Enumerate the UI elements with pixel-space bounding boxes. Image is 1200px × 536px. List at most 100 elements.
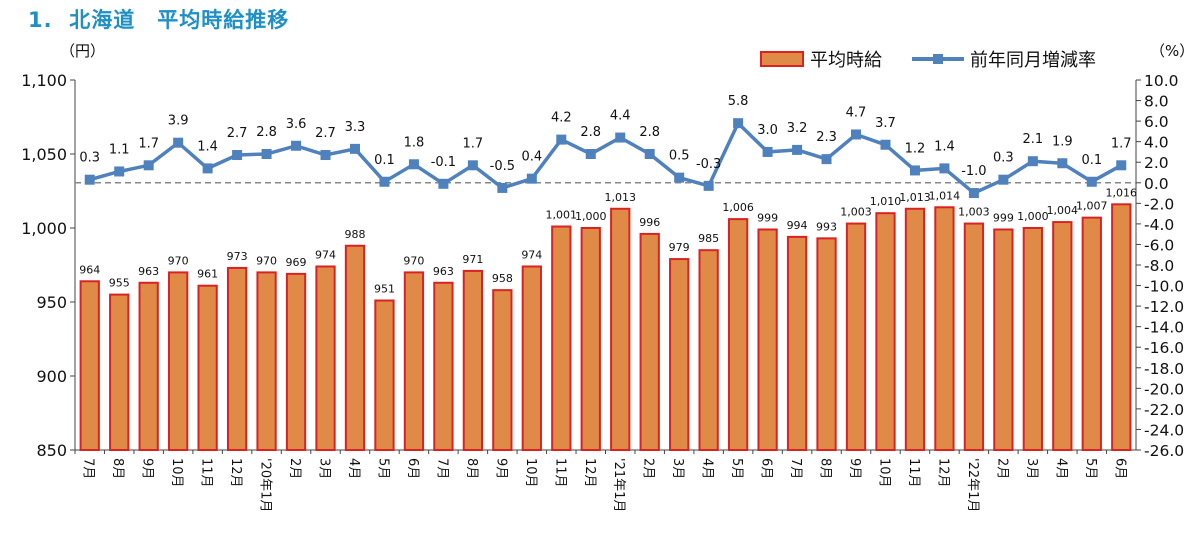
bar-value-label: 1,016 (1106, 186, 1138, 199)
x-tick-label: 11月 (199, 458, 214, 488)
x-tick-label: 12月 (582, 458, 597, 488)
x-tick-label: 8月 (818, 458, 833, 479)
right-tick-label: 6.0 (1144, 113, 1169, 131)
bar-value-label: 1,004 (1047, 204, 1079, 217)
bar-value-label: 1,014 (929, 189, 961, 202)
x-tick-label: 3月 (670, 458, 685, 479)
bar (669, 258, 690, 451)
bar-value-label: 1,000 (575, 210, 607, 223)
rate-marker (438, 178, 449, 189)
bar (1052, 221, 1073, 451)
rate-value-label: 1.2 (905, 141, 926, 156)
bar-value-label: 963 (138, 265, 159, 278)
x-tick-label: 5月 (729, 458, 744, 479)
x-tick-label: 7月 (788, 458, 803, 479)
x-tick-label: 5月 (1083, 458, 1098, 479)
legend-line: 前年同月増減率 (912, 46, 1096, 72)
bar-value-label: 993 (816, 220, 837, 233)
bar (580, 227, 601, 451)
right-tick-label: -10.0 (1144, 278, 1184, 296)
rate-marker (320, 150, 331, 161)
rate-marker (408, 159, 419, 170)
chart-title: 1. 北海道 平均時給推移 (28, 8, 290, 32)
left-tick-label: 950 (36, 293, 67, 312)
rate-value-label: 1.7 (138, 136, 159, 151)
bar (433, 281, 454, 452)
x-tick-label: 6月 (1112, 458, 1127, 479)
x-tick-label: 7月 (434, 458, 449, 479)
bar (1081, 216, 1102, 451)
rate-value-label: 0.3 (993, 151, 1014, 166)
bar (993, 228, 1014, 451)
rate-marker (998, 174, 1009, 185)
bar-value-label: 970 (256, 254, 277, 267)
rate-marker (1057, 158, 1068, 169)
bar-value-label: 1,001 (546, 209, 578, 222)
legend-line-swatch (912, 51, 964, 67)
right-tick-label: -26.0 (1144, 442, 1184, 460)
x-tick-label: 9月 (847, 458, 862, 479)
rate-value-label: -0.1 (431, 155, 456, 170)
bar-value-label: 971 (462, 253, 483, 266)
x-tick-label: 2月 (287, 458, 302, 479)
rate-value-label: 0.4 (521, 150, 542, 165)
right-tick-label: -6.0 (1144, 236, 1174, 254)
right-tick-label: 0.0 (1144, 175, 1169, 193)
bar-value-label: 1,003 (840, 206, 872, 219)
rate-value-label: 1.4 (197, 139, 218, 154)
rate-value-label: 2.8 (639, 125, 660, 140)
x-tick-label: '20年1月 (258, 458, 273, 512)
rate-marker (202, 163, 213, 174)
rate-marker (851, 129, 862, 140)
rate-marker (349, 143, 360, 154)
rate-marker (114, 166, 125, 177)
bar-value-label: 985 (698, 232, 719, 245)
right-tick-label: -8.0 (1144, 257, 1174, 275)
bar (934, 206, 955, 451)
x-tick-label: 9月 (493, 458, 508, 479)
right-tick-label: -22.0 (1144, 401, 1184, 419)
rate-marker (762, 146, 773, 157)
right-tick-label: -20.0 (1144, 380, 1184, 398)
x-tick-label: '22年1月 (965, 458, 980, 512)
right-tick-label: -24.0 (1144, 421, 1184, 439)
legend-bar-label: 平均時給 (810, 50, 882, 71)
left-axis-unit: （円） (60, 42, 106, 60)
bar (168, 271, 189, 451)
rate-marker (585, 149, 596, 159)
rate-value-label: 3.7 (875, 116, 896, 131)
bar (226, 266, 248, 451)
bar (462, 269, 484, 452)
rate-value-label: 1.9 (1052, 134, 1073, 149)
right-tick-label: -18.0 (1144, 360, 1184, 378)
bar (315, 265, 336, 452)
x-tick-label: 4月 (700, 458, 715, 479)
bar-value-label: 1,000 (1017, 210, 1049, 223)
right-tick-label: -4.0 (1144, 216, 1174, 234)
bar-value-label: 988 (344, 228, 365, 241)
left-tick-label: 900 (36, 367, 67, 386)
rate-value-label: 3.6 (286, 117, 307, 132)
bar (79, 280, 100, 451)
left-tick-label: 850 (36, 441, 67, 460)
right-tick-label: -14.0 (1144, 319, 1184, 337)
bar (845, 222, 867, 451)
rate-marker (792, 144, 803, 155)
right-tick-label: -12.0 (1144, 298, 1184, 316)
rate-marker (733, 118, 744, 129)
bar (285, 272, 307, 451)
rate-value-label: 2.3 (816, 130, 837, 145)
x-tick-label: 2月 (994, 458, 1009, 479)
bar (344, 244, 366, 451)
bar-value-label: 955 (109, 277, 130, 290)
legend-bar: 平均時給 (760, 46, 882, 72)
bar (1022, 227, 1043, 451)
legend-line-label: 前年同月増減率 (970, 50, 1096, 71)
bar-value-label: 1,003 (958, 206, 990, 219)
bar (521, 265, 542, 452)
rate-marker (173, 137, 184, 148)
left-tick-label: 1,000 (21, 219, 67, 238)
bar (403, 271, 425, 451)
rate-marker (968, 188, 979, 199)
